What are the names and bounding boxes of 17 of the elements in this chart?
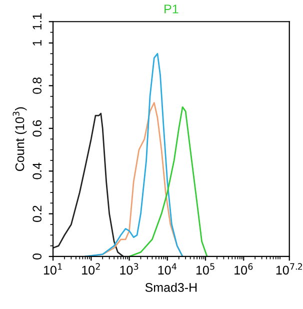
x-tick-label: 10$^{7.2}$ xyxy=(276,263,302,275)
x-tick-label: 10$^{3}$ xyxy=(120,263,138,275)
y-tick-label: 0.8 xyxy=(32,78,42,94)
y-tick-label: 1 xyxy=(32,40,42,46)
x-tick-label: 10$^{1}$ xyxy=(44,263,62,275)
y-tick-label: 0.4 xyxy=(32,162,42,180)
x-tick-label: 10$^{2}$ xyxy=(82,263,100,275)
y-tick-label: 0.2 xyxy=(32,206,42,222)
y-tick-label: 0 xyxy=(32,253,42,260)
y-tick-label: 0.6 xyxy=(32,120,42,137)
y-axis-title: Count (10$^{3}$) xyxy=(12,107,27,171)
x-tick-label: 10$^{6}$ xyxy=(234,263,253,275)
x-tick-label: 10$^{4}$ xyxy=(158,263,176,275)
y-tick-label: 1.1 xyxy=(32,14,42,30)
x-axis-title: Smad3-H xyxy=(145,282,197,292)
x-tick-label: 10$^{5}$ xyxy=(196,263,214,275)
chart-title: P1 xyxy=(164,4,178,14)
